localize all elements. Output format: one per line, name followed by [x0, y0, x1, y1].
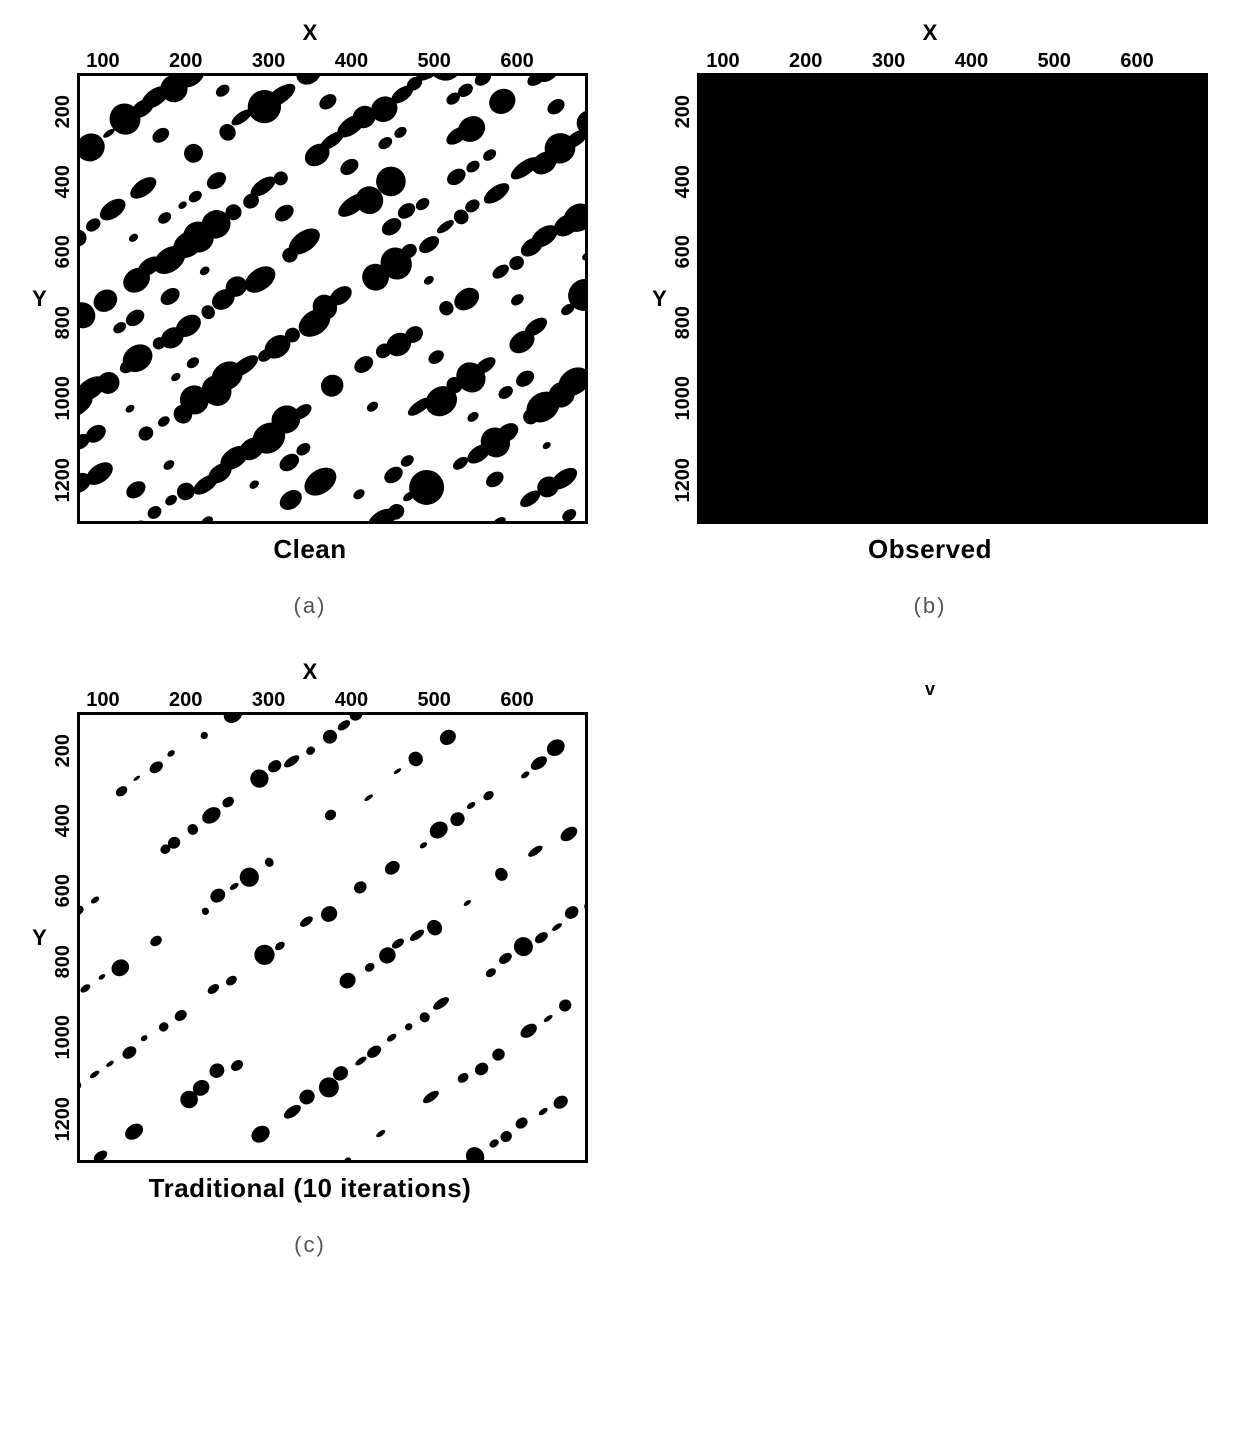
- panel-c-xlabel: X: [303, 659, 318, 685]
- panel-b-xlabel: X: [923, 20, 938, 46]
- panel-b-yticks: 200 400 600 800 1000 1200: [673, 76, 693, 521]
- panel-c-image: [80, 715, 585, 1160]
- panel-a: X 100 200 300 400 500 600 Y 200 400 600 …: [32, 20, 588, 619]
- panel-c-subcaption: (c): [294, 1232, 326, 1258]
- panel-a-title: Clean: [273, 534, 346, 565]
- panel-c-xticks: 100 200 300 400 500 600: [58, 689, 563, 712]
- panel-a-plot: [77, 73, 588, 524]
- panel-a-yticks: 200 400 600 800 1000 1200: [53, 76, 73, 521]
- panel-b: X 100 200 300 400 500 600 Y 200 400 600 …: [652, 20, 1208, 619]
- panel-b-ylabel: Y: [652, 286, 667, 312]
- panel-c-ylabel: Y: [32, 925, 47, 951]
- panel-a-xlabel: X: [303, 20, 318, 46]
- panel-a-image: [80, 76, 585, 521]
- panel-c: X 100 200 300 400 500 600 Y 200 400 600 …: [32, 659, 588, 1258]
- panel-a-xticks: 100 200 300 400 500 600: [58, 50, 563, 73]
- panel-b-title: Observed: [868, 534, 992, 565]
- figure-grid: X 100 200 300 400 500 600 Y 200 400 600 …: [20, 20, 1220, 1258]
- panel-b-plot: [697, 73, 1208, 524]
- panel-c-plot: [77, 712, 588, 1163]
- panel-c-title: Traditional (10 iterations): [149, 1173, 472, 1204]
- panel-a-subcaption: (a): [294, 593, 327, 619]
- panel-b-xticks: 100 200 300 400 500 600: [678, 50, 1183, 73]
- panel-c-yticks: 200 400 600 800 1000 1200: [53, 715, 73, 1160]
- panel-b-image: [700, 76, 1205, 521]
- panel-a-ylabel: Y: [32, 286, 47, 312]
- panel-b-subcaption: (b): [914, 593, 947, 619]
- panel-d: v: [925, 659, 935, 700]
- panel-d-stray: v: [925, 679, 935, 700]
